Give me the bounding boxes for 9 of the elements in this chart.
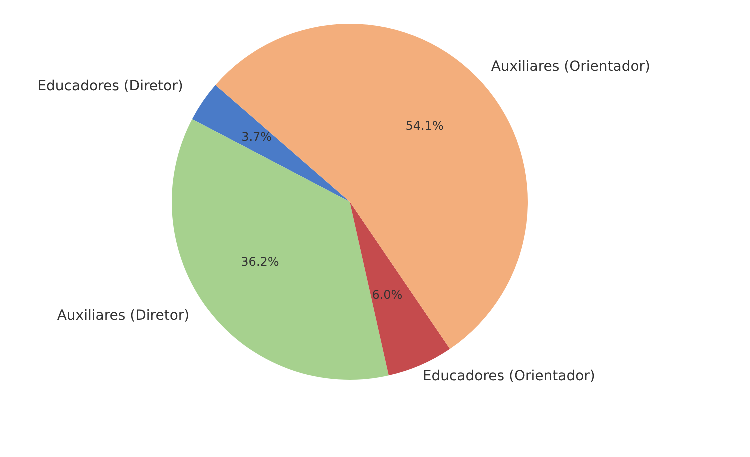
data-label: 3.7% (242, 130, 272, 144)
slice-label: Educadores (Orientador) (422, 368, 596, 385)
slice-label: Educadores (Diretor) (38, 78, 184, 95)
data-label: 36.2% (241, 254, 280, 269)
slice-label: Auxiliares (Orientador) (491, 58, 651, 75)
slice-label: Auxiliares (Diretor) (57, 308, 190, 324)
data-label: 6.0% (372, 288, 403, 302)
data-label: 54.1% (406, 119, 444, 134)
pie-slice (192, 85, 350, 202)
